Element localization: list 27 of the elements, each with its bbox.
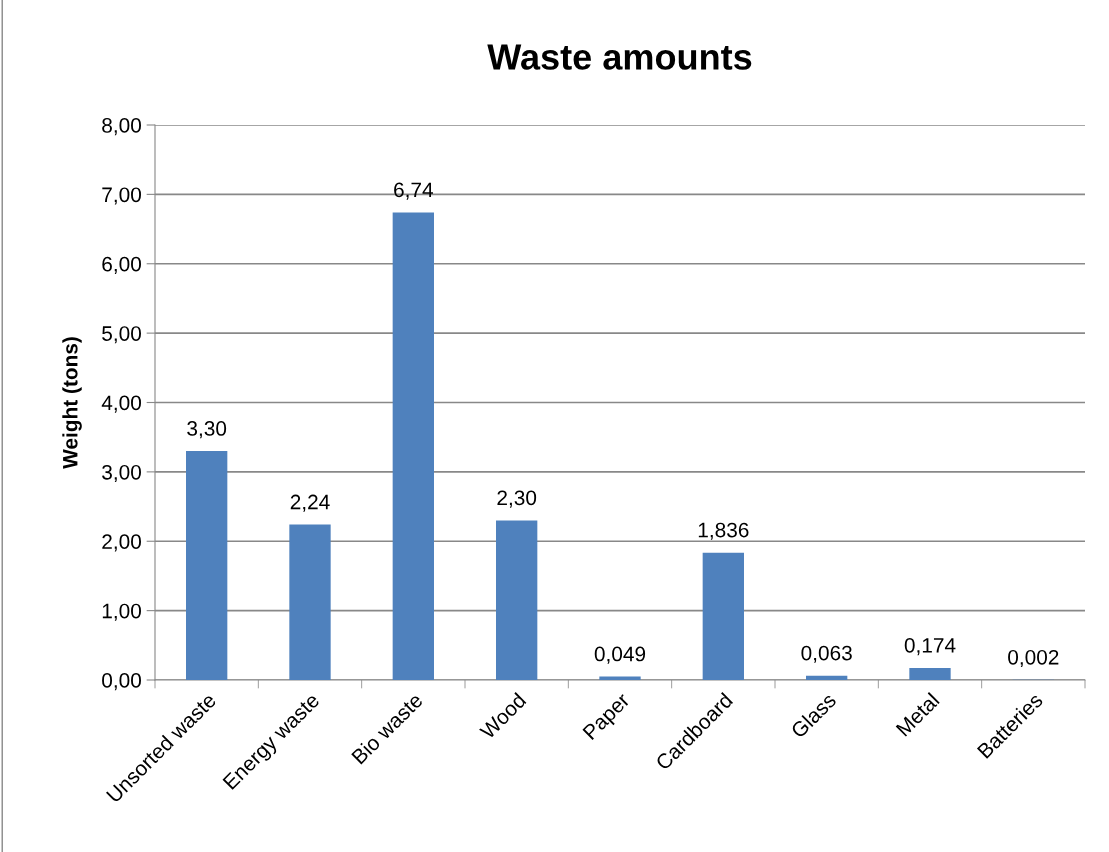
y-axis-title: Weight (tons) bbox=[62, 337, 82, 469]
bar bbox=[186, 451, 228, 680]
data-label: 3,30 bbox=[187, 421, 227, 439]
data-label: 2,30 bbox=[497, 490, 537, 508]
bar bbox=[702, 552, 744, 680]
bar bbox=[496, 520, 538, 680]
data-label: 0,049 bbox=[594, 646, 646, 664]
y-tick-label: 6,00 bbox=[102, 256, 141, 274]
data-label: 2,24 bbox=[290, 494, 330, 512]
y-tick-label: 5,00 bbox=[102, 326, 141, 344]
y-tick-label: 2,00 bbox=[102, 534, 141, 552]
bar bbox=[289, 524, 331, 680]
data-label: 0,174 bbox=[904, 637, 956, 656]
y-tick-label: 7,00 bbox=[102, 187, 141, 205]
y-tick-label: 0,00 bbox=[102, 673, 141, 691]
y-tick-label: 3,00 bbox=[102, 464, 141, 483]
data-label: 0,002 bbox=[1008, 649, 1059, 668]
y-tick-label: 4,00 bbox=[101, 395, 141, 413]
data-label: 6,74 bbox=[394, 182, 433, 200]
y-tick-label: 8,00 bbox=[102, 118, 141, 136]
y-tick-label: 1,00 bbox=[102, 603, 141, 621]
chart-title: Waste amounts bbox=[487, 44, 752, 70]
data-label: 0,063 bbox=[801, 645, 852, 663]
bar bbox=[392, 212, 434, 680]
bar bbox=[909, 667, 951, 680]
data-label: 1,836 bbox=[698, 522, 749, 540]
bar bbox=[806, 675, 848, 680]
